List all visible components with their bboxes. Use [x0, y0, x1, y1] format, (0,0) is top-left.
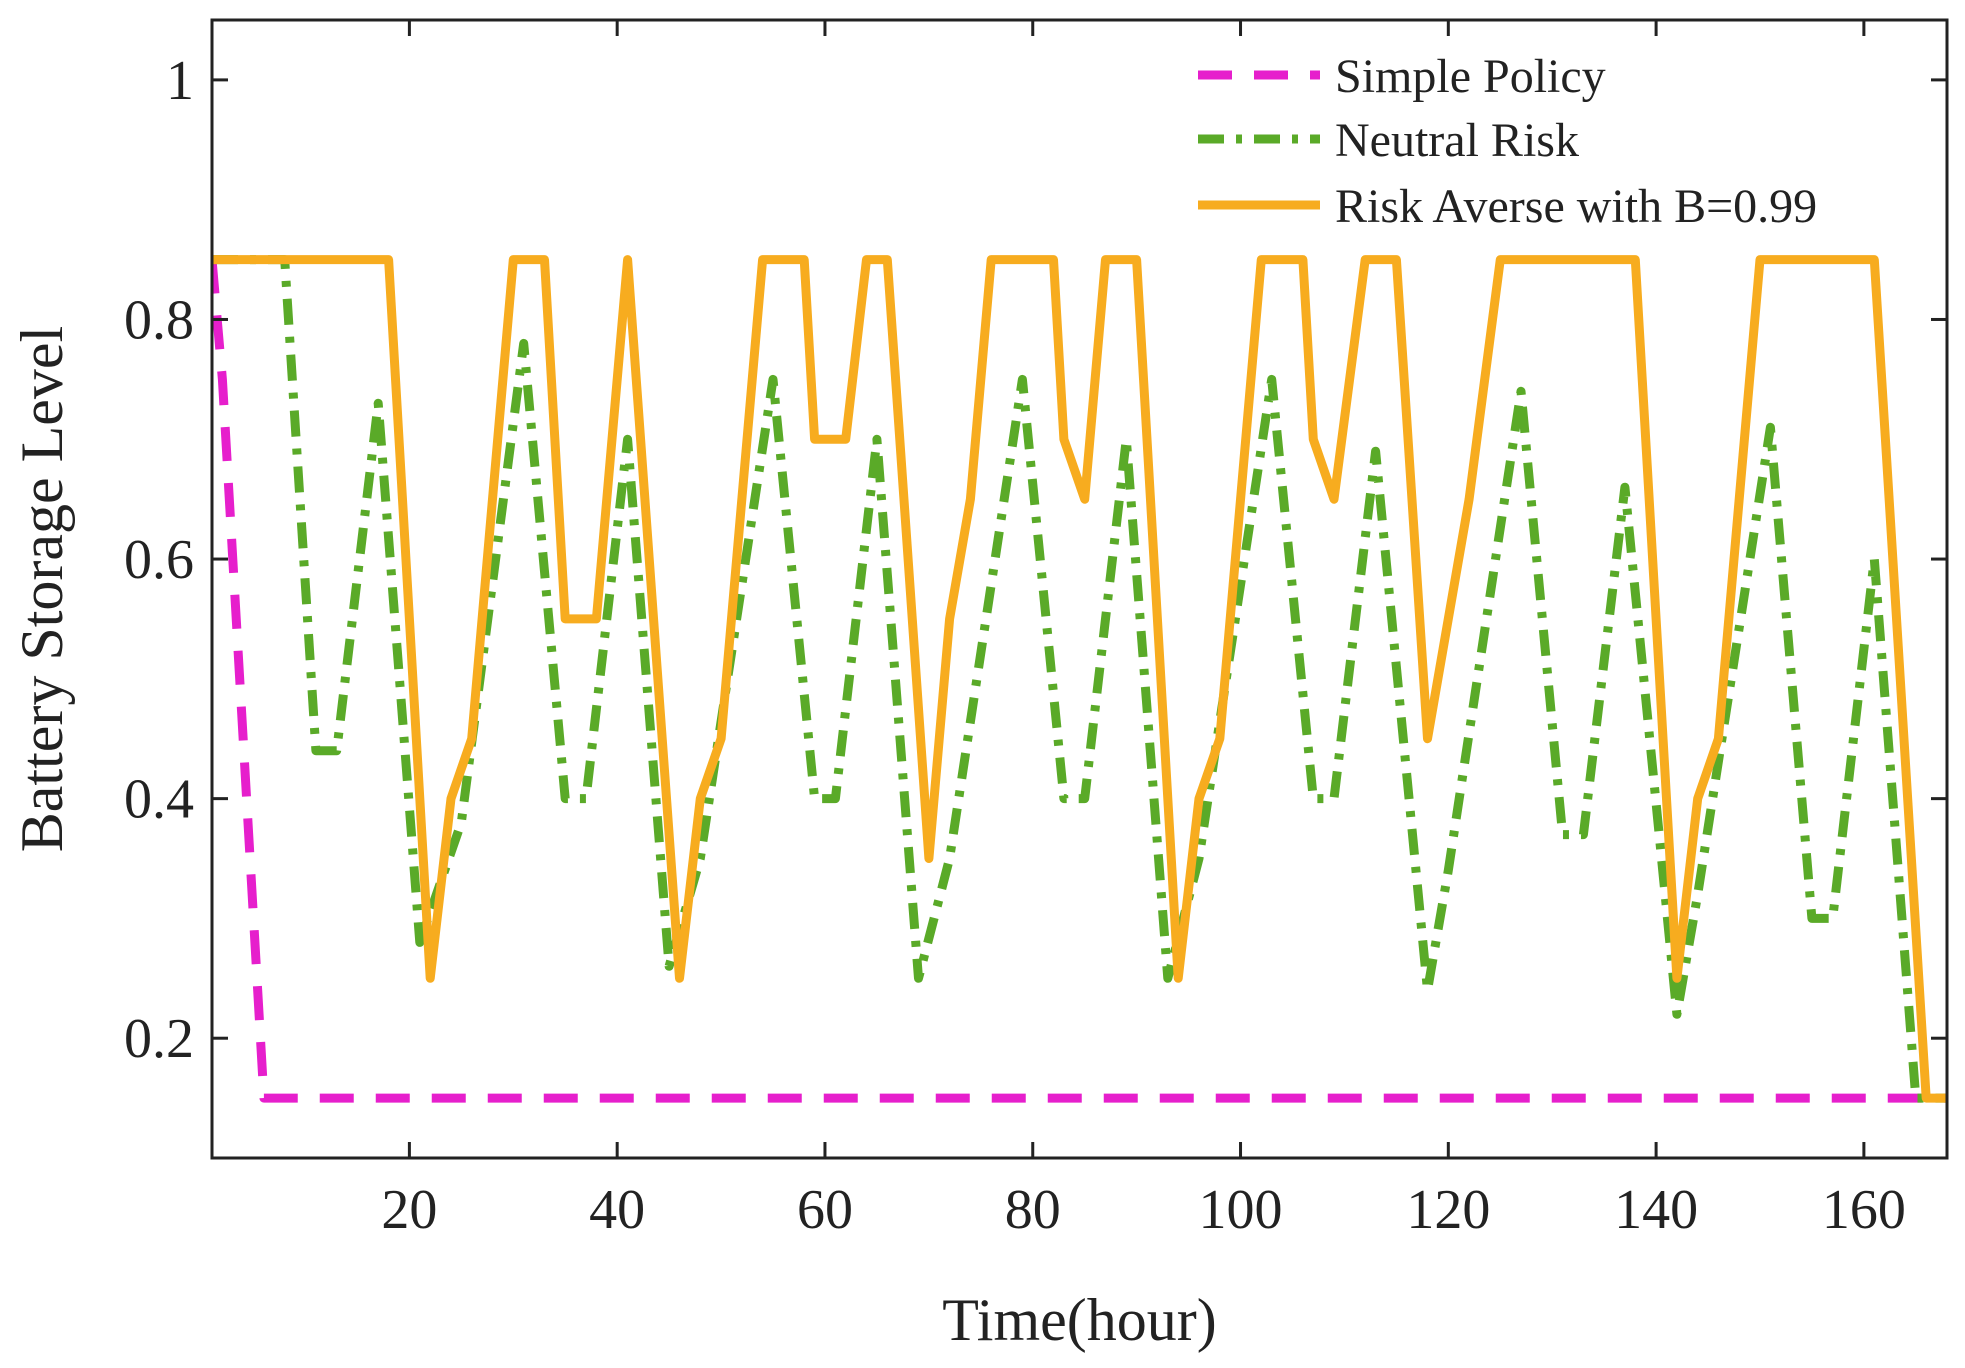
legend-label-neutral-risk: Neutral Risk [1335, 114, 1579, 167]
x-tick-label: 120 [1406, 1179, 1490, 1241]
legend: Simple Policy Neutral Risk Risk Averse wit… [1198, 50, 1817, 233]
x-tick-label: 160 [1822, 1179, 1906, 1241]
x-tick-label: 20 [381, 1179, 437, 1241]
x-tick-label: 140 [1614, 1179, 1698, 1241]
axes: 20 40 60 80 100 120 140 160 0.2 0.4 0.6 0.8 1 [124, 18, 1949, 1241]
series-line-risk-averse-with-b-0-99 [212, 255, 1947, 1103]
plot-frame [210, 18, 1949, 1160]
legend-label-risk-averse-with-b-0-99: Risk Averse with B=0.99 [1335, 180, 1817, 233]
y-tick-label: 1 [166, 50, 194, 112]
x-tick-label: 100 [1199, 1179, 1283, 1241]
x-tick-label: 80 [1005, 1179, 1061, 1241]
y-tick-label: 0.8 [124, 289, 194, 351]
x-tick-label: 40 [589, 1179, 645, 1241]
y-tick-label: 0.4 [124, 769, 194, 831]
series-line-neutral-risk [212, 255, 1947, 1103]
x-tick-label: 60 [797, 1179, 853, 1241]
y-tick-label: 0.2 [124, 1008, 194, 1070]
legend-label-simple-policy: Simple Policy [1335, 50, 1606, 103]
x-axis-title: Time(hour) [942, 1287, 1216, 1353]
y-tick-label: 0.6 [124, 529, 194, 591]
y-axis-title: Battery Storage Level [9, 326, 75, 852]
